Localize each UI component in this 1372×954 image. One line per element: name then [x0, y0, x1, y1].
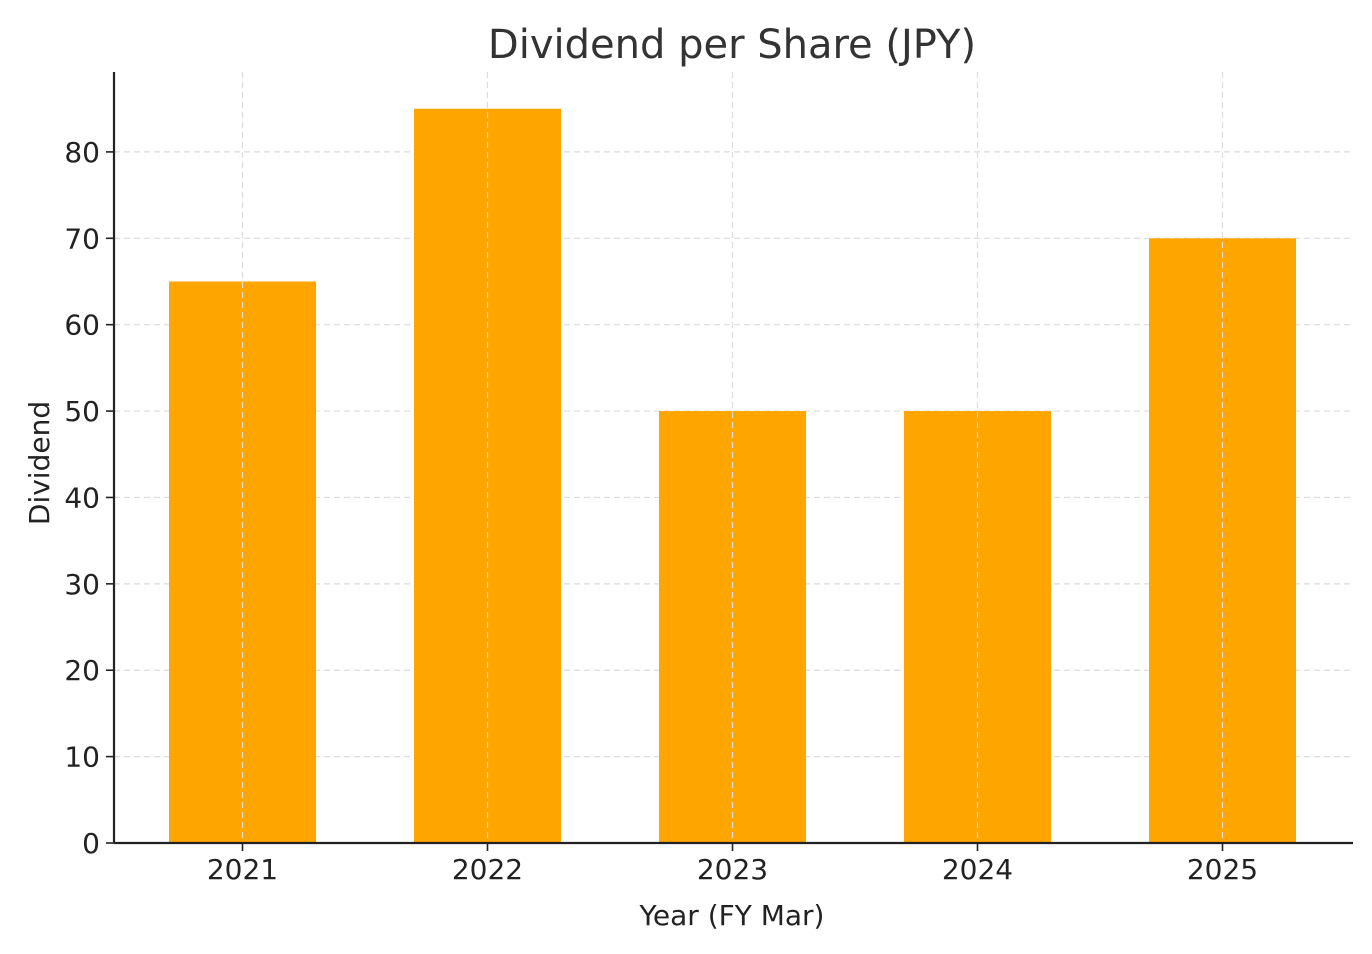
y-tick-label: 20 [64, 654, 100, 687]
x-tick-label: 2022 [452, 853, 523, 886]
ticks-layer: 0 10 20 30 40 50 60 70 80 2021 2022 2023 2024 2025 [64, 136, 1258, 886]
x-tick-label: 2024 [942, 853, 1013, 886]
y-tick-label: 70 [64, 222, 100, 255]
y-tick-label: 40 [64, 481, 100, 514]
x-tick-label: 2025 [1187, 853, 1258, 886]
y-tick-label: 50 [64, 395, 100, 428]
y-axis-label: Dividend [23, 401, 56, 525]
grid-layer [114, 151, 1353, 758]
y-tick-label: 30 [64, 568, 100, 601]
y-tick-label: 60 [64, 309, 100, 342]
x-tick-label: 2023 [697, 853, 768, 886]
y-tick-label: 10 [64, 741, 100, 774]
chart-title: Dividend per Share (JPY) [488, 22, 976, 68]
axes-layer [112, 72, 1353, 845]
x-tick-label: 2021 [207, 853, 278, 886]
x-axis-label: Year (FY Mar) [639, 899, 825, 932]
y-tick-label: 80 [64, 136, 100, 169]
y-tick-label: 0 [82, 827, 100, 860]
